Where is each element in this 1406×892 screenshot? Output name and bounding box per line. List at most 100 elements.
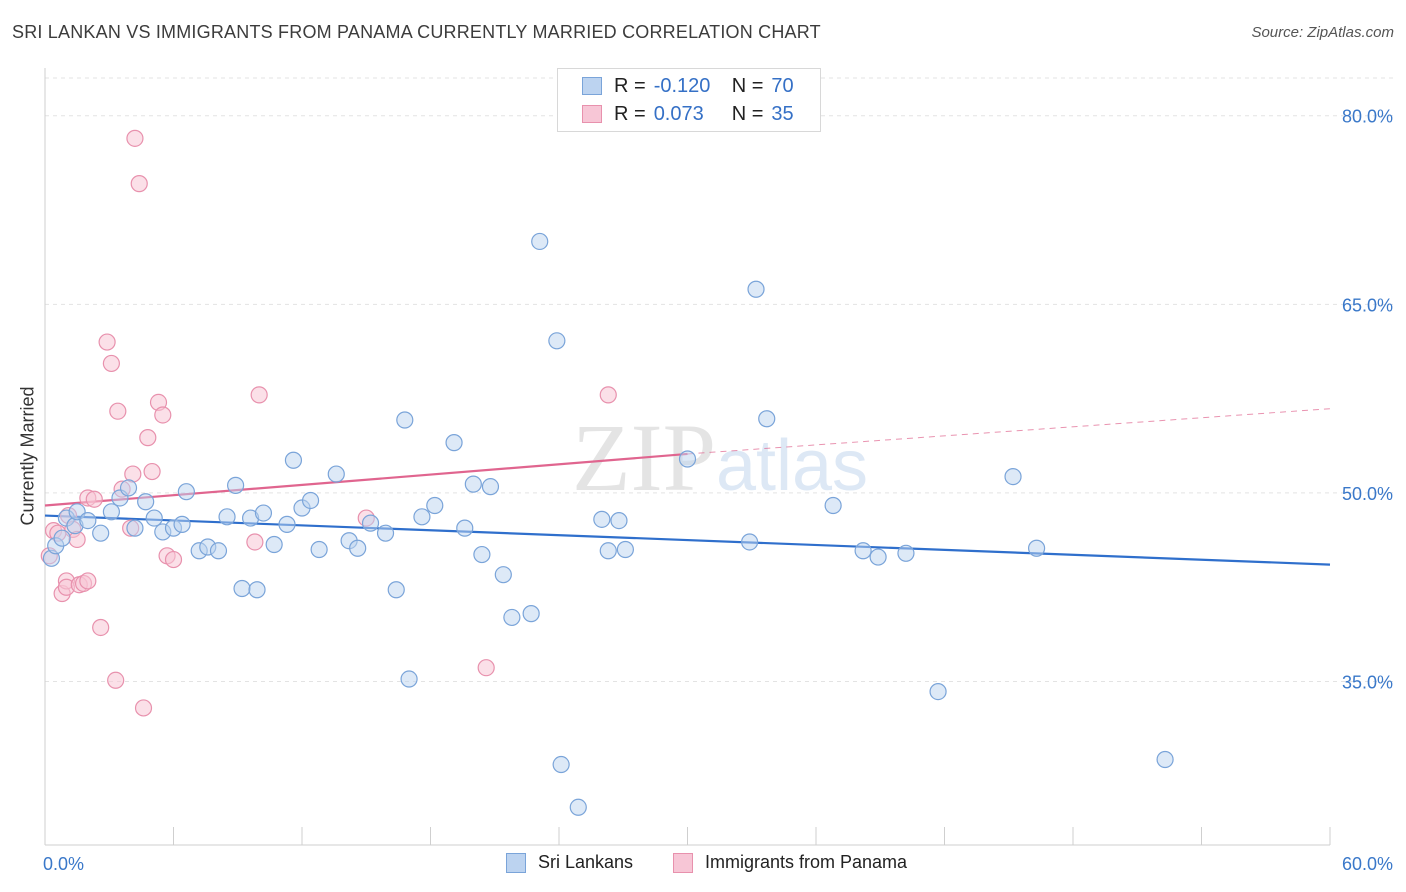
data-point-panama [85, 490, 103, 508]
data-point-sri-lankan [426, 496, 444, 515]
y-tick-labels: 35.0% 50.0% 65.0% 80.0% [1342, 107, 1393, 693]
x-tick-label: 0.0% [43, 854, 84, 874]
data-point-panama [134, 699, 153, 717]
trend-line-sri-lankans [44, 514, 1331, 566]
data-point-sri-lankan [456, 519, 474, 537]
data-point-sri-lankan [218, 508, 236, 526]
data-point-panama [246, 533, 264, 551]
data-point-sri-lankan [284, 451, 303, 469]
data-point-sri-lankan [445, 434, 463, 452]
legend-swatch-blue [582, 77, 602, 95]
data-point-panama [79, 572, 97, 590]
data-point-sri-lankan [481, 478, 500, 496]
legend-row-panama: R = 0.073 N = 35 [582, 101, 794, 127]
data-point-sri-lankan [494, 566, 512, 584]
data-point-panama [143, 462, 161, 481]
data-point-sri-lankan [310, 540, 328, 559]
x-tick-label: 60.0% [1342, 854, 1393, 874]
data-point-sri-lankan [248, 581, 266, 599]
legend-r-value: 0.073 [653, 102, 704, 125]
data-point-panama [130, 175, 148, 193]
y-tick-label: 80.0% [1342, 107, 1393, 127]
data-point-sri-lankan [599, 542, 617, 560]
data-point-sri-lankan [854, 542, 872, 560]
data-point-sri-lankan [473, 545, 491, 564]
legend-swatch-pink [582, 105, 602, 123]
trend-line-panama-extension [687, 408, 1331, 455]
data-point-sri-lankan [747, 280, 765, 298]
data-point-sri-lankan [387, 581, 405, 599]
legend-item-panama[interactable]: Immigrants from Panama [673, 852, 907, 873]
data-point-sri-lankan [396, 411, 414, 429]
data-point-sri-lankan [758, 410, 776, 428]
legend-label-sri-lankans: Sri Lankans [538, 852, 634, 872]
data-point-sri-lankan [616, 540, 634, 559]
data-point-sri-lankan [177, 483, 195, 501]
y-axis-label: Currently Married [17, 386, 38, 526]
data-point-sri-lankan [119, 479, 138, 497]
data-point-sri-lankan [464, 475, 482, 493]
data-point-panama [126, 129, 144, 147]
data-point-panama [154, 406, 172, 424]
data-point-sri-lankan [503, 608, 521, 627]
data-point-sri-lankan [522, 605, 540, 623]
legend-r-label: R = [614, 74, 646, 97]
data-point-sri-lankan [233, 579, 251, 598]
data-point-sri-lankan [53, 529, 71, 547]
data-point-panama [164, 550, 183, 569]
data-point-panama [477, 659, 495, 677]
legend-swatch-pink [673, 852, 693, 873]
data-point-panama [92, 618, 110, 637]
data-point-sri-lankan [824, 496, 842, 515]
data-point-sri-lankan [531, 232, 549, 251]
watermark: ZIPatlas [572, 404, 868, 511]
data-point-sri-lankan [741, 533, 759, 551]
data-point-sri-lankan [869, 548, 887, 566]
data-point-sri-lankan [327, 465, 345, 483]
data-point-panama [98, 333, 116, 351]
data-point-sri-lankan [79, 511, 97, 530]
data-point-sri-lankan [361, 514, 380, 532]
legend-n-value: 35 [771, 102, 794, 125]
data-point-panama [250, 386, 268, 404]
data-point-sri-lankan [929, 682, 947, 701]
legend-item-sri-lankans[interactable]: Sri Lankans [506, 852, 633, 873]
data-point-sri-lankan [593, 510, 611, 528]
data-point-sri-lankan [610, 511, 628, 530]
x-tick-labels: 0.0% 60.0% [43, 854, 1393, 874]
data-point-sri-lankan [301, 491, 320, 510]
data-point-sri-lankan [413, 508, 431, 526]
legend-n-value: 70 [771, 74, 794, 97]
data-point-sri-lankan [145, 509, 163, 527]
data-point-sri-lankan [400, 670, 418, 688]
data-point-sri-lankan [173, 515, 191, 533]
y-tick-label: 35.0% [1342, 673, 1393, 693]
data-point-sri-lankan [1156, 750, 1174, 769]
data-point-panama [599, 386, 617, 404]
data-point-panama [102, 354, 120, 373]
data-point-sri-lankan [265, 535, 283, 554]
data-points [40, 129, 1174, 816]
data-point-sri-lankan [569, 798, 587, 816]
legend-r-value: -0.120 [653, 74, 711, 97]
data-point-sri-lankan [137, 493, 155, 511]
legend-n-label: N = [731, 74, 764, 97]
data-point-sri-lankan [376, 524, 395, 542]
chart-title: SRI LANKAN VS IMMIGRANTS FROM PANAMA CUR… [12, 22, 821, 42]
data-point-panama [139, 429, 157, 447]
correlation-legend: R = -0.120 N = 70 R = 0.073 N = 35 [557, 68, 821, 132]
data-point-sri-lankan [92, 524, 110, 542]
data-point-sri-lankan [227, 476, 245, 494]
data-point-panama [109, 402, 127, 420]
legend-label-panama: Immigrants from Panama [705, 852, 908, 872]
data-point-sri-lankan [548, 332, 566, 350]
legend-row-sri-lankans: R = -0.120 N = 70 [582, 73, 794, 99]
data-point-sri-lankan [552, 755, 570, 774]
data-point-sri-lankan [1004, 467, 1022, 486]
data-point-sri-lankan [126, 519, 144, 537]
legend-r-label: R = [614, 102, 646, 125]
data-point-sri-lankan [209, 542, 228, 560]
data-point-panama [107, 671, 125, 689]
data-point-sri-lankan [678, 450, 697, 468]
